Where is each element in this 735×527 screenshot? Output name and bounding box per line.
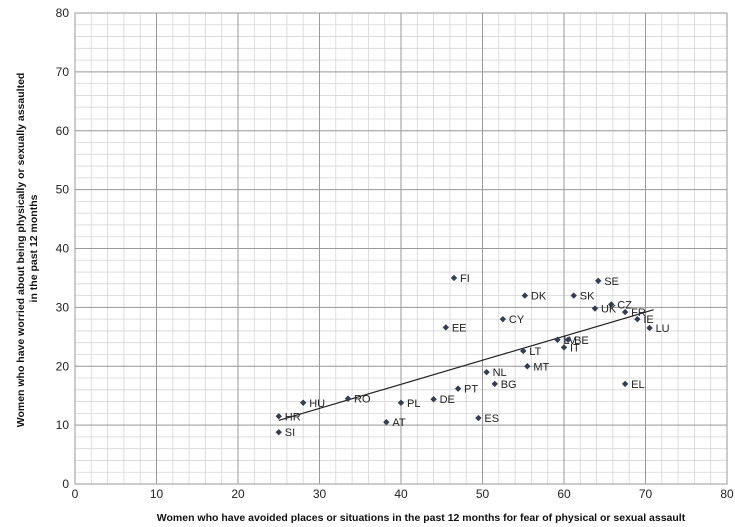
x-tick-label: 70 — [639, 487, 653, 501]
point-label-cy: CY — [509, 314, 525, 326]
point-label-es: ES — [484, 413, 499, 425]
point-label-ro: RO — [354, 394, 371, 406]
point-label-at: AT — [392, 417, 406, 429]
point-label-si: SI — [285, 427, 295, 439]
data-point-cy — [499, 315, 507, 323]
data-point-se — [595, 277, 602, 285]
y-axis-title-line-1: Women who have worried about being physi… — [15, 73, 27, 428]
point-label-de: DE — [440, 394, 455, 406]
point-label-be: BE — [574, 335, 589, 347]
data-point-cz — [608, 301, 615, 308]
data-point-hr — [275, 413, 282, 420]
y-tick-label: 70 — [56, 65, 70, 79]
x-tick-label: 10 — [150, 487, 164, 501]
data-point-bg — [491, 380, 498, 388]
point-label-hu: HU — [309, 398, 325, 410]
point-label-ee: EE — [452, 322, 467, 334]
point-label-sk: SK — [580, 291, 595, 303]
data-point-es — [475, 414, 482, 422]
point-label-lt: LT — [529, 346, 541, 358]
point-label-uk: UK — [601, 304, 617, 316]
y-tick-label: 10 — [56, 418, 70, 432]
data-point-el — [621, 380, 629, 388]
point-label-mt: MT — [533, 361, 549, 373]
point-label-ie: IE — [643, 314, 653, 326]
data-point-pt — [454, 385, 462, 392]
plot-area-border — [74, 12, 728, 485]
x-tick-label: 60 — [557, 487, 571, 501]
data-point-be — [564, 336, 572, 343]
data-point-pl — [397, 399, 405, 406]
y-axis-title: Women who have worried about being physi… — [15, 70, 40, 428]
data-point-lt — [520, 347, 527, 355]
y-axis-title-line-2: in the past 12 months — [28, 194, 40, 302]
point-label-fr: FR — [631, 307, 646, 319]
y-tick-label: 60 — [56, 124, 70, 138]
data-point-hu — [300, 399, 307, 406]
point-label-pt: PT — [464, 384, 478, 396]
data-point-de — [430, 396, 437, 403]
y-tick-label: 50 — [56, 183, 70, 197]
data-point-fr — [621, 308, 629, 316]
point-label-fi: FI — [460, 273, 470, 285]
data-point-it — [560, 344, 568, 351]
x-axis-title: Women who have avoided places or situati… — [157, 512, 686, 524]
data-point-dk — [521, 292, 529, 299]
point-label-it: IT — [570, 342, 580, 354]
x-tick-label: 20 — [231, 487, 245, 501]
data-point-sk — [570, 292, 577, 299]
data-point-ro — [344, 395, 352, 402]
data-point-si — [275, 428, 282, 436]
x-tick-label: 40 — [394, 487, 408, 501]
point-label-nl: NL — [493, 367, 507, 379]
y-tick-label: 30 — [56, 300, 70, 314]
point-label-se: SE — [604, 276, 619, 288]
x-tick-label: 30 — [313, 487, 327, 501]
trend-line — [278, 309, 654, 421]
x-tick-label: 80 — [720, 487, 734, 501]
data-point-at — [383, 418, 390, 426]
data-point-ie — [634, 315, 641, 323]
y-tick-label: 80 — [56, 6, 70, 20]
data-point-fi — [450, 274, 458, 282]
point-label-cz: CZ — [617, 299, 632, 311]
data-point-nl — [483, 368, 490, 376]
data-points: FISEDKSKCZUKFRIECYEELULVBEITLTMTNLBGELPT… — [275, 273, 670, 439]
x-axis-ticks: 0 10 20 30 40 50 60 70 80 — [72, 487, 734, 501]
data-point-ee — [442, 324, 450, 331]
data-point-lu — [646, 324, 653, 332]
x-tick-label: 0 — [72, 487, 79, 501]
data-point-uk — [591, 305, 599, 312]
data-point-lv — [554, 336, 561, 343]
point-label-lu: LU — [656, 323, 670, 335]
point-label-pl: PL — [407, 398, 420, 410]
point-label-bg: BG — [501, 379, 517, 391]
x-tick-label: 50 — [476, 487, 490, 501]
point-label-hr: HR — [285, 411, 301, 423]
point-label-dk: DK — [531, 291, 547, 303]
y-tick-label: 0 — [62, 477, 69, 491]
y-tick-label: 40 — [56, 242, 70, 256]
point-label-el: EL — [631, 379, 644, 391]
y-axis-ticks: 0 10 20 30 40 50 60 70 80 — [56, 6, 70, 491]
data-point-mt — [524, 363, 531, 370]
y-tick-label: 20 — [56, 359, 70, 373]
